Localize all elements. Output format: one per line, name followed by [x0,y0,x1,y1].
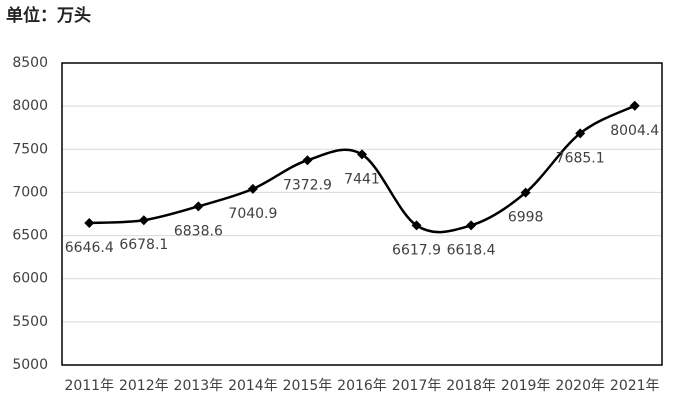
data-label: 6998 [508,210,544,226]
x-tick-label: 2019年 [501,378,551,394]
x-tick-label: 2014年 [228,378,278,394]
x-tick-label: 2011年 [64,378,114,394]
data-label: 6838.6 [174,223,223,239]
y-tick-label: 7500 [12,141,48,157]
y-tick-label: 8500 [12,55,48,71]
y-tick-label: 6500 [12,228,48,244]
data-label: 6617.9 [392,242,441,258]
marker [193,201,204,212]
marker [520,187,531,198]
y-tick-label: 5000 [12,357,48,373]
x-tick-label: 2013年 [174,378,224,394]
x-tick-label: 2018年 [446,378,496,394]
x-tick-label: 2012年 [119,378,169,394]
x-tick-label: 2016年 [337,378,387,394]
y-tick-label: 7000 [12,184,48,200]
x-tick-label: 2017年 [392,378,442,394]
x-tick-label: 2021年 [610,378,660,394]
y-tick-label: 5500 [12,314,48,330]
data-label: 6646.4 [65,240,114,256]
x-tick-label: 2015年 [283,378,333,394]
line [89,104,636,234]
data-label: 6618.4 [447,242,496,258]
data-label: 7441 [344,171,380,187]
data-label: 6678.1 [119,237,168,253]
x-tick-label: 2020年 [555,378,605,394]
chart-title: 单位：万头 [6,5,91,26]
marker [411,220,422,231]
data-label: 7040.9 [228,206,277,222]
data-label: 8004.4 [610,123,659,139]
marker [84,217,95,228]
marker [575,128,586,139]
marker [357,149,367,160]
data-label: 7372.9 [283,177,332,193]
marker [629,100,640,111]
marker [466,220,477,231]
plot-frame [61,62,663,366]
marker [138,215,149,226]
y-tick-label: 6000 [12,271,48,287]
marker [247,183,258,194]
data-label: 7685.1 [556,150,605,166]
y-tick-label: 8000 [12,98,48,114]
marker [302,155,313,166]
